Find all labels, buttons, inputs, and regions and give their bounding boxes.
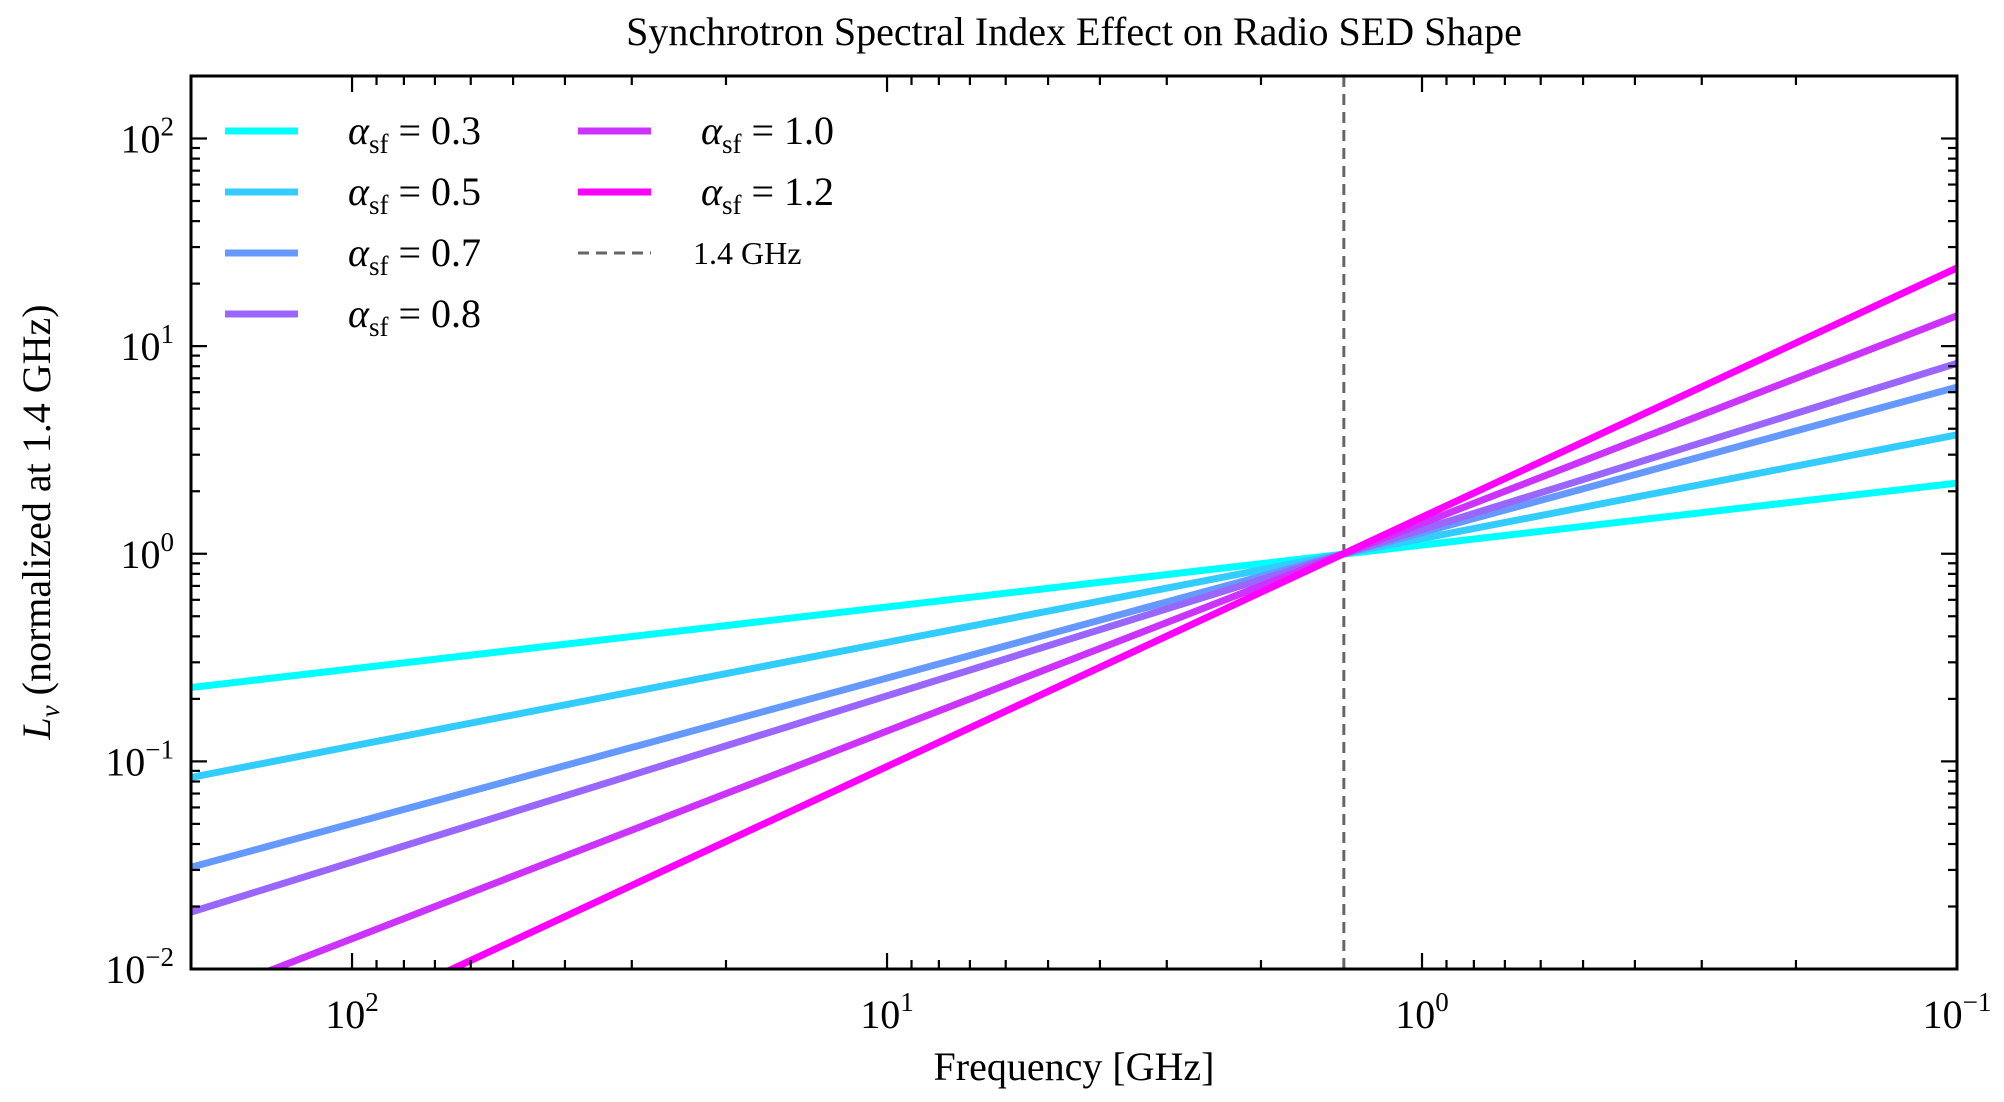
x-tick-label-base: 10 [860,992,900,1037]
x-tick-label-exponent: 0 [1435,987,1449,1017]
series-line-alpha-0p8 [191,359,1957,916]
y-tick-label-exponent: 2 [161,112,175,142]
series-line-alpha-0p7 [191,383,1957,871]
x-tick-label: 102 [325,987,379,1037]
y-axis-label-text: (normalized at 1.4 GHz) [14,304,59,705]
series-layer [191,264,1957,969]
legend-item: αsf = 0.5 [225,169,481,220]
legend-label-reference: 1.4 GHz [693,235,801,271]
legend-label: αsf = 0.3 [348,108,481,159]
legend-item: αsf = 0.3 [225,108,481,159]
y-tick-label-base: 10 [121,117,161,162]
plot-area [189,74,1959,971]
x-tick-label-base: 10 [1395,992,1435,1037]
series-line-alpha-0p5 [191,431,1957,781]
legend-item: 1.4 GHz [578,235,801,271]
y-tick-label-base: 10 [105,947,145,992]
y-axis-label-subscript: ν [35,705,65,717]
x-tick-label: 100 [1395,987,1449,1037]
x-tick-label-exponent: −1 [1963,987,1992,1017]
y-tick-label: 10−2 [105,942,174,992]
plot-frame [189,74,1959,971]
legend-label: αsf = 0.8 [348,291,481,342]
x-axis-label: Frequency [GHz] [934,1044,1215,1089]
y-tick-label-base: 10 [105,739,145,784]
legend: αsf = 0.3 αsf = 0.5 αsf = 0.7 αsf = 0.8 αsf … [225,108,834,342]
series-line-alpha-1 [264,312,1957,969]
y-tick-label-base: 10 [121,532,161,577]
legend-label: αsf = 0.5 [348,169,481,220]
y-axis-label: Lν (normalized at 1.4 GHz) [14,304,65,740]
y-tick-label: 100 [121,527,175,577]
y-axis-label-symbol: L [14,717,59,740]
legend-label: αsf = 1.2 [701,169,834,220]
legend-item: αsf = 1.2 [578,169,834,220]
y-tick-label: 10−1 [105,734,174,784]
y-tick-label: 102 [121,112,175,162]
legend-item: αsf = 1.0 [578,108,834,159]
x-tick-label-exponent: 2 [365,987,379,1017]
y-tick-label-exponent: 0 [161,527,175,557]
y-tick-label-exponent: 1 [161,319,175,349]
y-tick-label-base: 10 [121,324,161,369]
chart-title: Synchrotron Spectral Index Effect on Rad… [626,9,1522,54]
y-tick-label-exponent: −1 [145,734,174,764]
legend-item: αsf = 0.7 [225,230,481,281]
x-tick-label-exponent: 1 [900,987,914,1017]
x-tick-label: 10−1 [1923,987,1992,1037]
series-line-alpha-0p3 [191,479,1957,691]
legend-label: αsf = 0.7 [348,230,481,281]
series-line-alpha-1p2 [444,264,1957,969]
y-tick-label: 101 [121,319,175,369]
legend-item: αsf = 0.8 [225,291,481,342]
legend-label: αsf = 1.0 [701,108,834,159]
x-tick-label: 101 [860,987,914,1037]
y-tick-label-exponent: −2 [145,942,174,972]
x-tick-label-base: 10 [1923,992,1963,1037]
x-tick-label-base: 10 [325,992,365,1037]
